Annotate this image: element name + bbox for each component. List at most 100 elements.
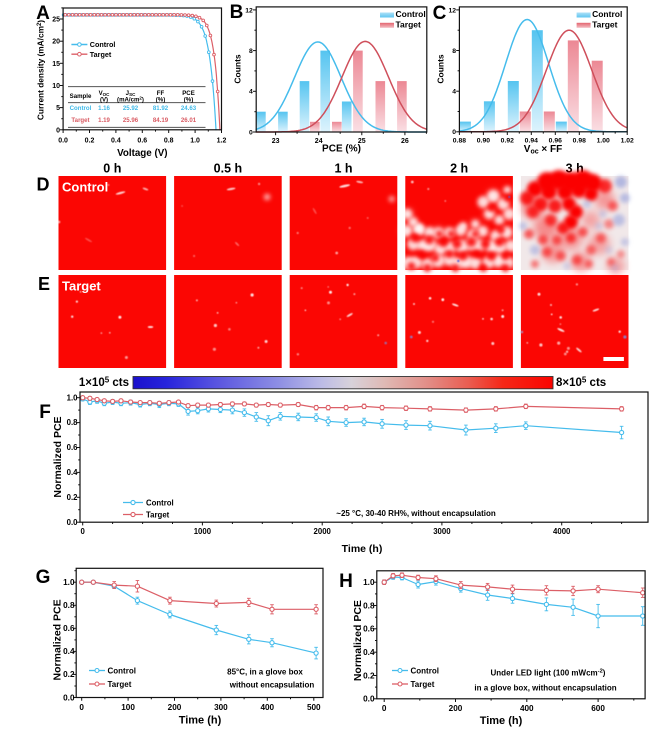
svg-text:0.2: 0.2	[85, 138, 95, 145]
svg-text:24.63: 24.63	[181, 105, 197, 112]
svg-text:Target: Target	[90, 50, 112, 59]
svg-text:Target: Target	[62, 279, 101, 294]
svg-text:5: 5	[56, 105, 60, 112]
svg-text:Normalized PCE: Normalized PCE	[52, 416, 64, 497]
svg-text:0: 0	[382, 704, 387, 713]
svg-text:0: 0	[81, 527, 86, 536]
svg-text:12: 12	[448, 7, 456, 14]
svg-text:Normalized PCE: Normalized PCE	[352, 600, 364, 681]
svg-text:0.8: 0.8	[67, 418, 79, 427]
svg-text:0.4: 0.4	[63, 647, 75, 656]
svg-text:0.8: 0.8	[363, 601, 375, 610]
svg-text:4000: 4000	[553, 527, 571, 536]
svg-text:Time (h): Time (h)	[342, 543, 383, 555]
svg-text:24: 24	[315, 138, 323, 145]
svg-text:12: 12	[245, 7, 253, 14]
svg-text:Control: Control	[592, 9, 622, 19]
svg-text:JSC: JSC	[126, 90, 136, 97]
svg-text:8×105 cts: 8×105 cts	[556, 376, 606, 390]
svg-text:8: 8	[452, 48, 456, 55]
svg-text:Normalized PCE: Normalized PCE	[52, 599, 64, 680]
svg-text:0: 0	[56, 127, 60, 134]
svg-text:25: 25	[358, 138, 366, 145]
svg-text:0.4: 0.4	[67, 468, 79, 477]
svg-text:Voltage (V): Voltage (V)	[117, 148, 167, 159]
svg-text:D: D	[37, 175, 50, 195]
svg-text:0.8: 0.8	[63, 601, 75, 610]
svg-text:4: 4	[452, 89, 456, 96]
svg-text:25.92: 25.92	[123, 105, 139, 112]
svg-text:26.01: 26.01	[181, 117, 197, 124]
svg-text:0.2: 0.2	[363, 671, 375, 680]
svg-text:1.2: 1.2	[217, 138, 227, 145]
svg-text:0.6: 0.6	[67, 443, 79, 452]
svg-text:F: F	[39, 402, 51, 423]
svg-text:0.0: 0.0	[63, 693, 75, 702]
svg-text:0.4: 0.4	[363, 648, 375, 657]
svg-text:Control: Control	[146, 498, 174, 507]
svg-text:1 h: 1 h	[334, 162, 352, 176]
svg-text:200: 200	[168, 703, 182, 712]
svg-text:PCE (%): PCE (%)	[322, 144, 361, 155]
svg-text:0.92: 0.92	[501, 138, 514, 145]
svg-text:0: 0	[452, 129, 456, 136]
svg-text:25: 25	[52, 17, 60, 24]
svg-text:0: 0	[79, 703, 84, 712]
svg-text:Counts: Counts	[233, 54, 243, 84]
svg-text:PCE: PCE	[182, 90, 195, 97]
svg-text:10: 10	[52, 83, 60, 90]
svg-text:Target: Target	[71, 117, 89, 124]
svg-text:Counts: Counts	[436, 54, 446, 84]
svg-text:Control: Control	[62, 180, 108, 195]
svg-text:(%): (%)	[184, 97, 193, 104]
svg-text:0.96: 0.96	[549, 138, 562, 145]
svg-text:~25 °C, 30-40 RH%, without enc: ~25 °C, 30-40 RH%, without encapsulation	[336, 509, 496, 518]
svg-text:400: 400	[260, 703, 274, 712]
svg-text:1.02: 1.02	[621, 138, 634, 145]
svg-text:500: 500	[307, 703, 321, 712]
svg-text:without encapsulation: without encapsulation	[229, 680, 315, 689]
svg-text:0.2: 0.2	[63, 670, 75, 679]
svg-text:in a glove box, without encaps: in a glove box, without encapsulation	[474, 683, 616, 692]
svg-text:Control: Control	[90, 40, 116, 49]
svg-text:Sample: Sample	[70, 93, 92, 100]
svg-text:Under LED light (100 mWcm-2): Under LED light (100 mWcm-2)	[491, 668, 606, 677]
svg-text:2000: 2000	[314, 527, 332, 536]
svg-text:300: 300	[214, 703, 228, 712]
svg-text:B: B	[230, 2, 244, 23]
svg-text:81.92: 81.92	[153, 105, 169, 112]
svg-text:0: 0	[249, 129, 253, 136]
svg-text:0.88: 0.88	[453, 138, 466, 145]
svg-text:(%): (%)	[156, 97, 165, 104]
svg-text:0.5 h: 0.5 h	[214, 162, 243, 176]
svg-text:4: 4	[249, 89, 253, 96]
svg-text:23: 23	[272, 138, 280, 145]
svg-text:0.98: 0.98	[573, 138, 586, 145]
svg-text:E: E	[38, 274, 50, 294]
svg-text:0.2: 0.2	[67, 493, 79, 502]
svg-text:25.96: 25.96	[123, 117, 139, 124]
svg-text:Target: Target	[411, 680, 435, 689]
svg-text:Voc × FF: Voc × FF	[524, 144, 562, 156]
svg-text:3000: 3000	[433, 527, 451, 536]
svg-text:G: G	[36, 567, 51, 588]
svg-text:1.16: 1.16	[98, 105, 110, 112]
svg-text:0.8: 0.8	[164, 138, 174, 145]
svg-text:1.00: 1.00	[597, 138, 610, 145]
svg-text:C: C	[433, 3, 447, 24]
svg-text:1.0: 1.0	[67, 393, 79, 402]
svg-text:85°C, in a glove box: 85°C, in a glove box	[227, 668, 303, 677]
svg-text:0.0: 0.0	[58, 138, 68, 145]
svg-text:(mA/cm2): (mA/cm2)	[117, 96, 144, 104]
svg-text:200: 200	[449, 704, 463, 713]
svg-text:Target: Target	[396, 19, 422, 29]
svg-text:Control: Control	[396, 9, 426, 19]
svg-text:400: 400	[520, 704, 534, 713]
svg-text:A: A	[36, 3, 50, 24]
svg-text:1000: 1000	[194, 527, 212, 536]
svg-text:2 h: 2 h	[450, 162, 468, 176]
svg-text:0.94: 0.94	[525, 138, 538, 145]
svg-text:0.6: 0.6	[63, 624, 75, 633]
svg-text:Control: Control	[70, 105, 92, 112]
svg-text:84.19: 84.19	[153, 117, 169, 124]
